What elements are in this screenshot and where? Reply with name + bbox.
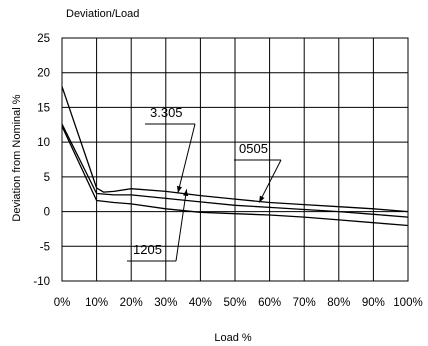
y-tick-labels: 25 20 15 10 5 0 -5 -10 [33, 33, 50, 288]
x-tick-label: 80% [327, 297, 350, 309]
series-line-1205 [61, 125, 409, 227]
series-line-0505 [61, 123, 409, 218]
annotation-label: 0505 [239, 141, 268, 156]
annotation-leader-line [177, 123, 196, 193]
y-tick-label: -5 [40, 241, 50, 253]
y-tick-label: 25 [37, 33, 50, 45]
x-tick-label: 50% [223, 297, 246, 309]
x-tick-label: 60% [258, 297, 281, 309]
chart-title: Deviation/Load [66, 8, 139, 20]
y-tick-label: 5 [44, 172, 50, 184]
x-axis-label: Load % [214, 332, 252, 344]
annotation-3.305: 3.305 [145, 105, 196, 193]
annotation-leader-line [258, 159, 282, 203]
series-annotations: 3.305 0505 1205 [127, 105, 282, 262]
annotation-1205: 1205 [127, 189, 189, 262]
x-tick-labels: 0% 10% 20% 30% 40% 50% 60% 70% 80% 90% 100% [54, 297, 423, 309]
annotation-label: 3.305 [150, 105, 183, 120]
annotation-leader-line [175, 189, 188, 262]
x-tick-label: 100% [393, 297, 422, 309]
annotation-arrowhead [176, 185, 182, 193]
x-tick-label: 20% [120, 297, 143, 309]
x-tick-label: 70% [293, 297, 316, 309]
y-axis-label: Deviation from Nominal % [11, 94, 23, 221]
annotation-label: 1205 [133, 242, 162, 257]
x-tick-label: 40% [189, 297, 212, 309]
plot-frame [61, 37, 409, 282]
y-tick-label: 20 [37, 68, 50, 80]
y-tick-label: 10 [37, 137, 50, 149]
series-lines [61, 86, 409, 227]
y-tick-label: 15 [37, 102, 50, 114]
y-tick-label: -10 [33, 276, 50, 288]
y-tick-label: 0 [44, 207, 50, 219]
x-tick-label: 90% [362, 297, 385, 309]
x-tick-label: 0% [54, 297, 71, 309]
x-tick-label: 30% [154, 297, 177, 309]
annotation-arrowhead [259, 195, 265, 203]
series-line-3.305 [61, 86, 409, 213]
x-tick-label: 10% [85, 297, 108, 309]
annotation-0505: 0505 [234, 141, 282, 203]
annotation-arrowhead [183, 189, 189, 197]
